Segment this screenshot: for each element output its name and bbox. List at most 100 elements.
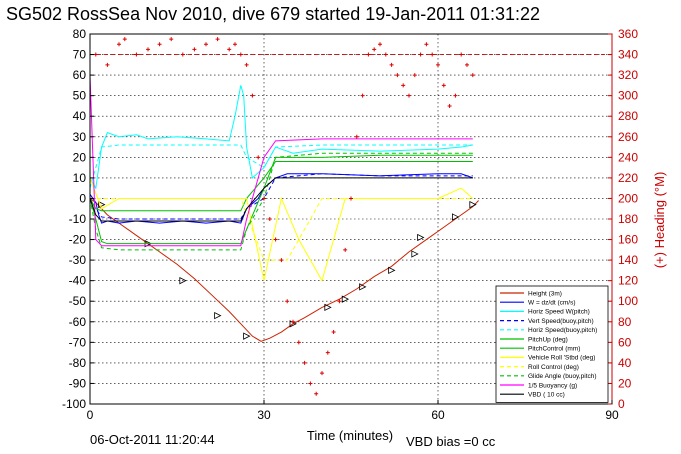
heading-point <box>308 381 313 386</box>
y-tick-label: 0 <box>79 191 86 205</box>
series-group <box>89 177 473 222</box>
heading-point <box>250 93 255 98</box>
heading-point <box>343 247 348 252</box>
series-line <box>89 144 473 189</box>
heading-point <box>331 330 336 335</box>
y-tick-label: -100 <box>62 397 86 411</box>
legend-box <box>495 285 609 403</box>
heading-point <box>146 47 150 52</box>
legend-entry: Roll Control (deg) <box>528 364 579 371</box>
height-marker <box>179 277 187 285</box>
x-axis-label: Time (minutes) <box>307 428 393 443</box>
height-marker <box>411 250 419 258</box>
series-group <box>89 75 473 247</box>
y-right-tick-label: 260 <box>618 130 638 144</box>
heading-point <box>470 73 475 78</box>
y-right-tick-label: 220 <box>618 171 638 185</box>
legend-entry: Glide Angle (buoy,pitch) <box>528 373 597 380</box>
y-axis-right-label: (+) Heading (°M) <box>652 172 667 269</box>
heading-point <box>412 73 417 78</box>
series-group <box>89 85 473 190</box>
height-marker <box>98 200 106 209</box>
height-marker <box>388 266 396 275</box>
y-right-tick-label: 340 <box>618 48 638 62</box>
series-group <box>90 197 473 261</box>
series-line <box>89 173 473 224</box>
y-tick-label: -50 <box>69 294 87 308</box>
y-right-tick-label: 80 <box>618 315 632 329</box>
legend-entry: PitchUp (deg) <box>528 336 568 343</box>
height-marker <box>324 303 332 312</box>
height-marker <box>243 332 251 340</box>
y-right-tick-label: 180 <box>618 212 638 226</box>
heading-point <box>117 42 121 47</box>
legend-entry: Height (3m) <box>528 290 562 297</box>
heading-point <box>395 73 400 78</box>
legend-entry: PitchControl (mm) <box>528 346 580 353</box>
series-line <box>90 197 473 261</box>
heading-point <box>453 93 458 98</box>
series-line <box>89 177 473 222</box>
series-group <box>89 144 473 189</box>
heading-point <box>447 103 452 108</box>
heading-point <box>122 37 127 42</box>
legend-entry: Horiz Speed(buoy,pitch) <box>528 327 597 334</box>
y-tick-label: 80 <box>73 27 87 41</box>
series-group <box>89 198 479 342</box>
heading-point <box>285 299 290 304</box>
y-right-tick-label: 300 <box>618 89 638 103</box>
legend-entry: W = dz/dt (cm/s) <box>528 300 576 307</box>
y-right-tick-label: 60 <box>618 335 632 349</box>
y-tick-label: 70 <box>73 48 87 62</box>
heading-point <box>401 83 406 88</box>
legend-entry: VBD ( 10 cc) <box>528 392 565 399</box>
heading-point <box>424 42 429 47</box>
series-group <box>89 160 473 212</box>
y-tick-label: 30 <box>73 130 87 144</box>
heading-point <box>302 360 307 365</box>
y-tick-label: 10 <box>73 171 87 185</box>
series-line <box>89 160 473 212</box>
y-right-tick-label: 160 <box>618 233 638 247</box>
heading-point <box>465 62 469 67</box>
heading-point <box>233 42 237 47</box>
heading-point <box>291 319 295 324</box>
heading-point <box>314 391 319 396</box>
y-right-tick-label: 360 <box>618 27 638 41</box>
heading-point <box>215 37 220 42</box>
heading-point <box>360 93 365 98</box>
series-line <box>89 75 473 247</box>
footer-date: 06-Oct-2011 11:20:44 <box>90 432 215 447</box>
height-marker <box>214 311 222 320</box>
heading-point <box>244 62 249 67</box>
footer-bias: VBD bias =0 cc <box>406 434 496 449</box>
heading-point <box>325 350 330 355</box>
heading-point <box>296 340 301 345</box>
heading-point <box>372 47 377 52</box>
series-group <box>89 173 473 224</box>
series-layer <box>89 37 612 396</box>
heading-point <box>441 83 446 88</box>
y-tick-label: 50 <box>73 89 87 103</box>
heading-point <box>256 155 261 160</box>
y-right-tick-label: 20 <box>618 376 632 390</box>
height-marker <box>359 283 367 291</box>
y-tick-label: -40 <box>69 274 87 288</box>
series-line <box>89 198 479 342</box>
heading-point <box>354 134 359 139</box>
series-group <box>89 173 473 220</box>
height-marker <box>341 295 350 303</box>
series-line <box>89 85 473 190</box>
series-line <box>89 154 473 245</box>
y-right-tick-label: 100 <box>618 294 638 308</box>
series-line <box>89 173 473 220</box>
ticks: 80706050403020100-10-20-30-40-50-60-70-8… <box>62 27 638 422</box>
heading-point <box>273 237 278 242</box>
legend-entry: Vehicle Roll 'Stbd (deg) <box>528 355 595 362</box>
y-right-tick-label: 280 <box>618 109 638 123</box>
heading-point <box>389 62 394 67</box>
heading-point <box>320 371 324 376</box>
height-marker <box>452 213 460 221</box>
y-tick-label: 20 <box>73 150 87 164</box>
